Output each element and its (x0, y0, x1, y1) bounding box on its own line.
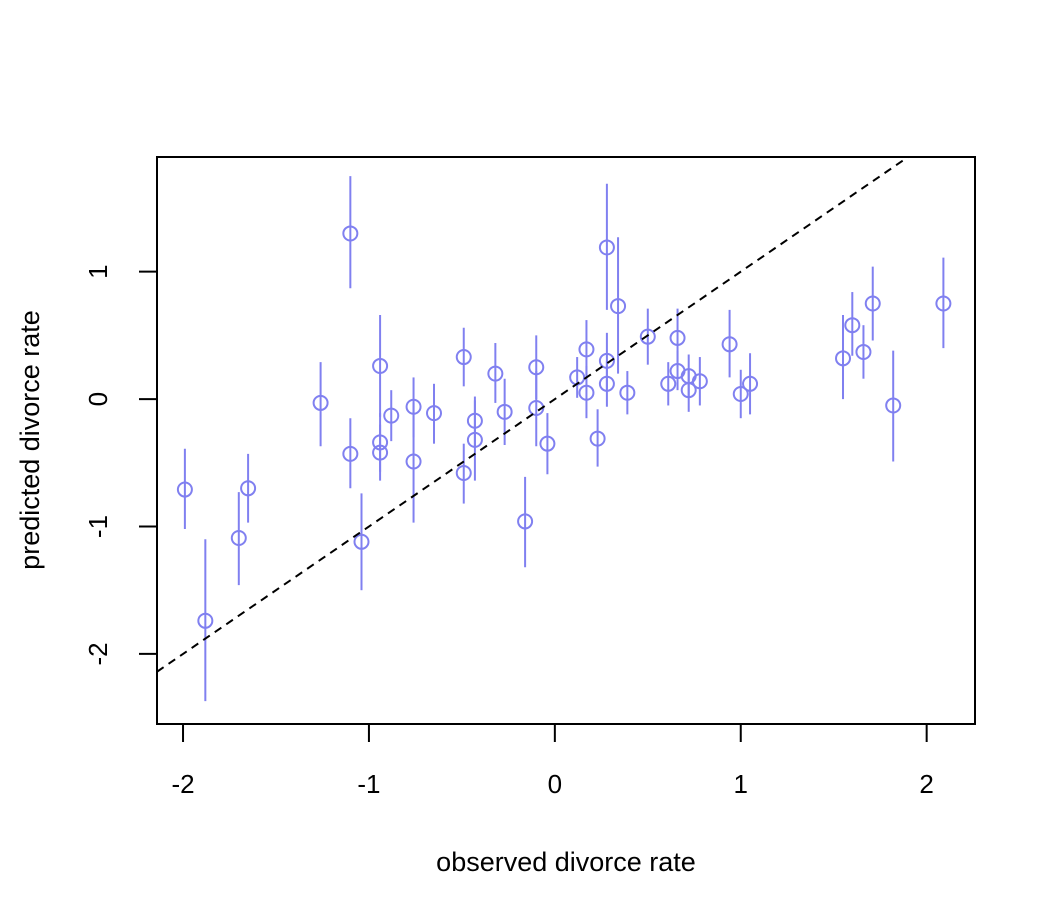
point-marker (589, 430, 606, 447)
data-point (680, 369, 697, 412)
point-marker (578, 384, 595, 401)
data-point (176, 448, 193, 530)
point-marker (639, 328, 656, 345)
point-marker (835, 350, 852, 367)
y-tick-label: -1 (83, 515, 113, 538)
data-point (372, 314, 389, 417)
point-marker (487, 365, 504, 382)
point-marker (539, 435, 556, 452)
point-marker (455, 349, 472, 366)
point-marker (517, 513, 534, 530)
data-point (539, 413, 556, 475)
data-point (496, 378, 513, 445)
data-point (342, 418, 359, 489)
data-point (578, 365, 595, 419)
point-marker (372, 444, 389, 461)
data-point (844, 292, 861, 356)
point-marker (240, 480, 257, 497)
point-marker (598, 239, 615, 256)
y-tick-label: 0 (83, 392, 113, 406)
x-axis: -2 -1 0 1 2 (171, 723, 934, 799)
point-marker (230, 529, 247, 546)
data-point (569, 357, 586, 398)
data-point (426, 383, 443, 444)
point-marker (721, 336, 738, 353)
data-point (342, 176, 359, 289)
point-marker (742, 375, 759, 392)
data-point (517, 476, 534, 568)
point-marker (578, 341, 595, 358)
x-tick-label: 2 (919, 769, 933, 799)
data-point (610, 237, 627, 374)
y-tick-label: 1 (83, 264, 113, 278)
point-marker (885, 397, 902, 414)
point-marker (353, 533, 370, 550)
data-point (742, 353, 759, 415)
point-marker (426, 405, 443, 422)
data-points-layer (176, 176, 952, 702)
x-tick-label: 0 (548, 769, 562, 799)
data-point (721, 309, 738, 378)
data-point (383, 390, 400, 442)
data-point (455, 327, 472, 387)
data-point (691, 357, 708, 406)
data-point (405, 402, 422, 523)
point-marker (197, 612, 214, 629)
data-point (864, 266, 881, 341)
data-point (639, 308, 656, 365)
data-point (466, 400, 483, 481)
data-point (589, 409, 606, 467)
point-marker (176, 481, 193, 498)
point-marker (732, 385, 749, 402)
point-marker (405, 453, 422, 470)
point-marker (660, 375, 677, 392)
x-tick-label: -1 (357, 769, 380, 799)
plot-frame (156, 156, 976, 725)
point-marker (669, 329, 686, 346)
point-marker (455, 464, 472, 481)
point-marker (372, 357, 389, 374)
data-point (855, 325, 872, 379)
y-axis: -2 -1 0 1 (83, 264, 158, 665)
data-point (885, 350, 902, 462)
data-point (487, 343, 504, 403)
data-point (353, 493, 370, 591)
data-point (372, 424, 389, 481)
data-point (455, 443, 472, 504)
data-point (197, 539, 214, 702)
point-marker (864, 295, 881, 312)
data-point (312, 362, 329, 447)
reference-line (157, 157, 910, 673)
y-axis-label: predicted divorce rate (15, 310, 45, 570)
data-point (669, 350, 686, 391)
point-marker (496, 403, 513, 420)
point-marker (619, 384, 636, 401)
data-point (598, 183, 615, 310)
point-marker (342, 445, 359, 462)
data-point (935, 257, 952, 349)
point-marker (466, 431, 483, 448)
data-point (230, 492, 247, 586)
point-marker (610, 298, 627, 315)
point-marker (342, 225, 359, 242)
data-point (598, 360, 615, 407)
y-tick-label: -2 (83, 642, 113, 665)
point-marker (844, 317, 861, 334)
data-point (619, 371, 636, 415)
data-point (660, 362, 677, 406)
point-marker (383, 407, 400, 424)
point-marker (935, 295, 952, 312)
point-marker (855, 343, 872, 360)
point-marker (691, 373, 708, 390)
point-marker (598, 375, 615, 392)
data-point (240, 453, 257, 523)
x-axis-label: observed divorce rate (436, 847, 696, 877)
x-tick-label: 1 (734, 769, 748, 799)
x-tick-label: -2 (171, 769, 194, 799)
point-marker (680, 382, 697, 399)
point-marker (312, 394, 329, 411)
data-point (732, 369, 749, 419)
data-point (835, 314, 852, 400)
